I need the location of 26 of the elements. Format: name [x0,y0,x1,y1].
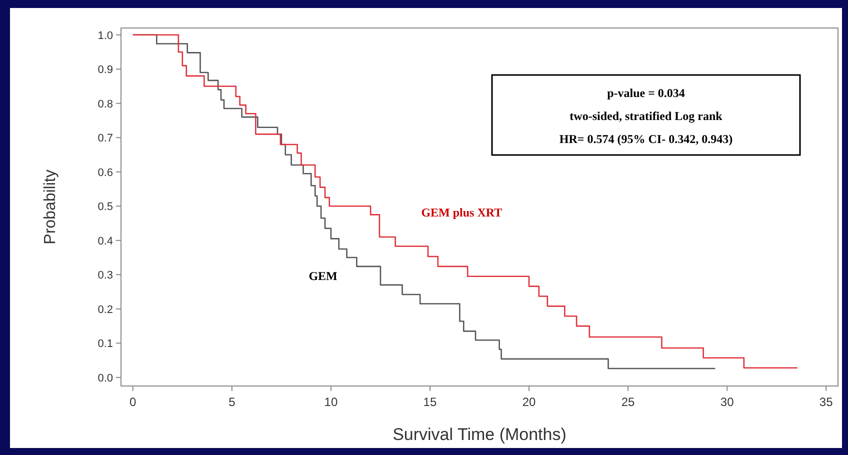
x-tick-label: 30 [720,395,734,409]
y-tick-label: 0.1 [98,338,113,350]
text: GEM plus XRT [421,205,502,220]
y-tick-label: 0.7 [98,132,113,145]
y-tick-label: 0.5 [98,201,113,214]
x-tick-label: 15 [423,395,437,409]
annotation: p-value = 0.034 [607,86,685,100]
x-tick-label: 25 [621,395,636,409]
y-axis-title: Probability [42,170,59,244]
annotation: two-sided, stratified Log rank [570,109,723,123]
x-tick-label: 0 [130,395,137,409]
y-tick-label: 0.0 [98,372,113,384]
y-tick-label: 0.8 [98,98,113,110]
y-tick-label: 0.6 [98,166,113,179]
y-tick-label: 1.0 [98,30,113,42]
y-tick-label: 0.4 [98,235,113,248]
x-axis-title: Survival Time (Months) [392,425,566,444]
x-tick-label: 5 [228,395,236,409]
y-tick-label: 0.9 [98,64,113,76]
series-label: GEM [308,268,338,283]
y-tick-label: 0.2 [98,304,113,316]
y-tick-label: 0.3 [98,270,113,282]
x-tick-label: 10 [324,395,338,409]
x-tick-label: 20 [522,395,536,409]
annotation: HR= 0.574 (95% CI- 0.342, 0.943) [559,132,733,146]
x-tick-label: 35 [819,395,834,409]
